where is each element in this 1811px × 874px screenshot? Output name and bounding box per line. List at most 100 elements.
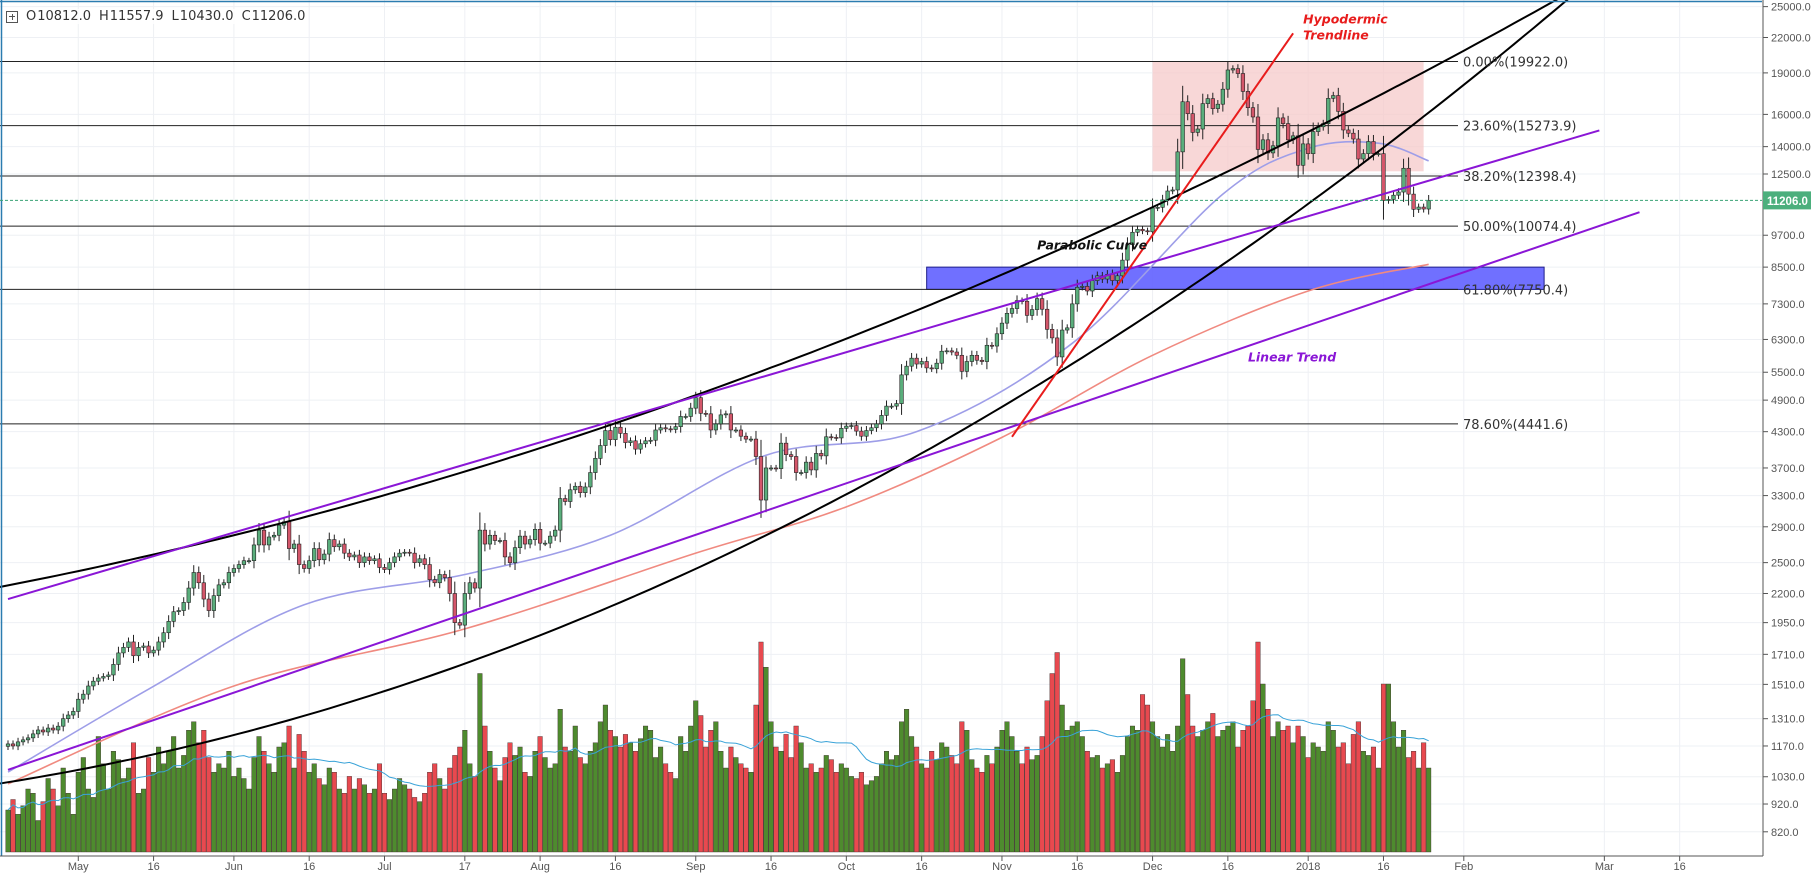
candle bbox=[497, 537, 503, 544]
volume-bar bbox=[316, 778, 322, 853]
volume-bar bbox=[949, 755, 955, 853]
volume-bar bbox=[1305, 757, 1311, 853]
candle-body bbox=[668, 428, 673, 431]
candle-body bbox=[71, 711, 76, 716]
candle bbox=[302, 560, 307, 573]
volume-bar bbox=[442, 788, 448, 853]
price-tick-label: 1710.0 bbox=[1771, 649, 1805, 661]
candle bbox=[869, 424, 874, 435]
candle-body bbox=[693, 397, 698, 409]
candle bbox=[307, 555, 312, 574]
price-axis[interactable]: 25000.0 22000.0 19000.0 16000.0 14000.0 12500… bbox=[1763, 2, 1811, 839]
candle-body bbox=[959, 354, 964, 372]
parabolic-curve[interactable] bbox=[0, 0, 1604, 785]
volume-bar bbox=[773, 746, 779, 853]
candle bbox=[397, 549, 402, 561]
candle bbox=[608, 424, 613, 446]
volume-bar bbox=[20, 805, 26, 853]
candle bbox=[412, 547, 417, 569]
volume-bar bbox=[537, 736, 543, 853]
hypodermic-trendline[interactable] bbox=[1011, 32, 1294, 438]
candle-body bbox=[297, 543, 302, 565]
volume-bar bbox=[999, 730, 1005, 853]
open-label: O bbox=[26, 9, 37, 24]
linear-trend-line[interactable] bbox=[7, 211, 1640, 771]
volume-bar bbox=[1295, 725, 1301, 853]
volume-bar bbox=[387, 799, 393, 853]
candle bbox=[1045, 300, 1050, 339]
candle bbox=[598, 438, 603, 466]
candle-body bbox=[824, 436, 829, 457]
candle bbox=[748, 436, 754, 443]
volume-bar bbox=[914, 746, 920, 853]
candle-body bbox=[302, 564, 307, 569]
candle-body bbox=[568, 489, 573, 502]
volume-ma-line bbox=[7, 714, 1429, 811]
volume-bar bbox=[341, 793, 347, 853]
blue-zone[interactable] bbox=[926, 266, 1545, 290]
candle-body bbox=[1110, 274, 1115, 281]
candle bbox=[934, 358, 939, 374]
candle bbox=[1336, 87, 1341, 120]
candle-body bbox=[246, 560, 252, 563]
volume-bar bbox=[1310, 742, 1316, 853]
ma50-line bbox=[7, 140, 1429, 773]
volume-bar bbox=[763, 667, 769, 853]
candle-body bbox=[1175, 151, 1180, 191]
fib-retracement[interactable] bbox=[0, 60, 1458, 425]
volume-bar bbox=[547, 767, 553, 853]
volume-bar bbox=[1009, 736, 1015, 853]
volume-bar bbox=[512, 755, 518, 853]
candle bbox=[678, 410, 683, 433]
volume-bar bbox=[1140, 694, 1146, 853]
candle bbox=[583, 482, 588, 498]
volume-bar bbox=[161, 763, 167, 853]
candle bbox=[462, 581, 467, 638]
candle bbox=[151, 646, 156, 657]
candle bbox=[703, 410, 708, 417]
candle-body bbox=[1170, 189, 1175, 192]
volume-bar bbox=[331, 772, 337, 853]
volume-bar bbox=[597, 721, 603, 853]
candle bbox=[1170, 186, 1175, 195]
candle-body bbox=[738, 429, 744, 437]
candle bbox=[312, 542, 317, 568]
expand-plus-icon[interactable] bbox=[6, 10, 18, 23]
candle bbox=[1205, 94, 1210, 109]
price-tick-label: 4900.0 bbox=[1771, 395, 1805, 407]
candle bbox=[939, 344, 944, 370]
candle-body bbox=[773, 467, 779, 470]
candle bbox=[593, 451, 598, 480]
volume-bar bbox=[868, 780, 874, 853]
drawings[interactable] bbox=[0, 0, 1640, 785]
volume-bar bbox=[984, 755, 990, 853]
candle-body bbox=[196, 572, 201, 584]
candle-body bbox=[723, 413, 728, 416]
candle-body bbox=[5, 743, 11, 747]
candle bbox=[332, 534, 337, 552]
date-tick-label: 16 bbox=[1674, 861, 1686, 873]
candle-body bbox=[161, 632, 166, 643]
candle bbox=[964, 355, 969, 378]
candle-body bbox=[181, 602, 186, 611]
volume-bar bbox=[592, 742, 598, 853]
volume-bar bbox=[758, 641, 764, 853]
candle bbox=[1004, 307, 1010, 330]
volume-bar bbox=[582, 763, 588, 853]
volume-bar bbox=[1406, 757, 1412, 853]
candle bbox=[1145, 227, 1150, 235]
linear-trend-line[interactable] bbox=[7, 129, 1600, 601]
candle bbox=[944, 347, 949, 355]
volume-bar bbox=[1094, 755, 1100, 853]
candle bbox=[979, 356, 984, 365]
time-axis[interactable]: May 16 Jun 16 Jul 17 Aug 16 Sep 16 Oct 16 Nov 16 Dec 16… bbox=[68, 856, 1686, 873]
candle-body bbox=[457, 622, 462, 626]
candle bbox=[417, 554, 422, 567]
candle-body bbox=[804, 461, 809, 473]
parabolic-curve[interactable] bbox=[0, 0, 1594, 588]
volume-bar bbox=[924, 767, 930, 853]
candle-body bbox=[211, 595, 216, 611]
volume-bar bbox=[1230, 721, 1236, 853]
candle-body bbox=[1421, 206, 1426, 210]
